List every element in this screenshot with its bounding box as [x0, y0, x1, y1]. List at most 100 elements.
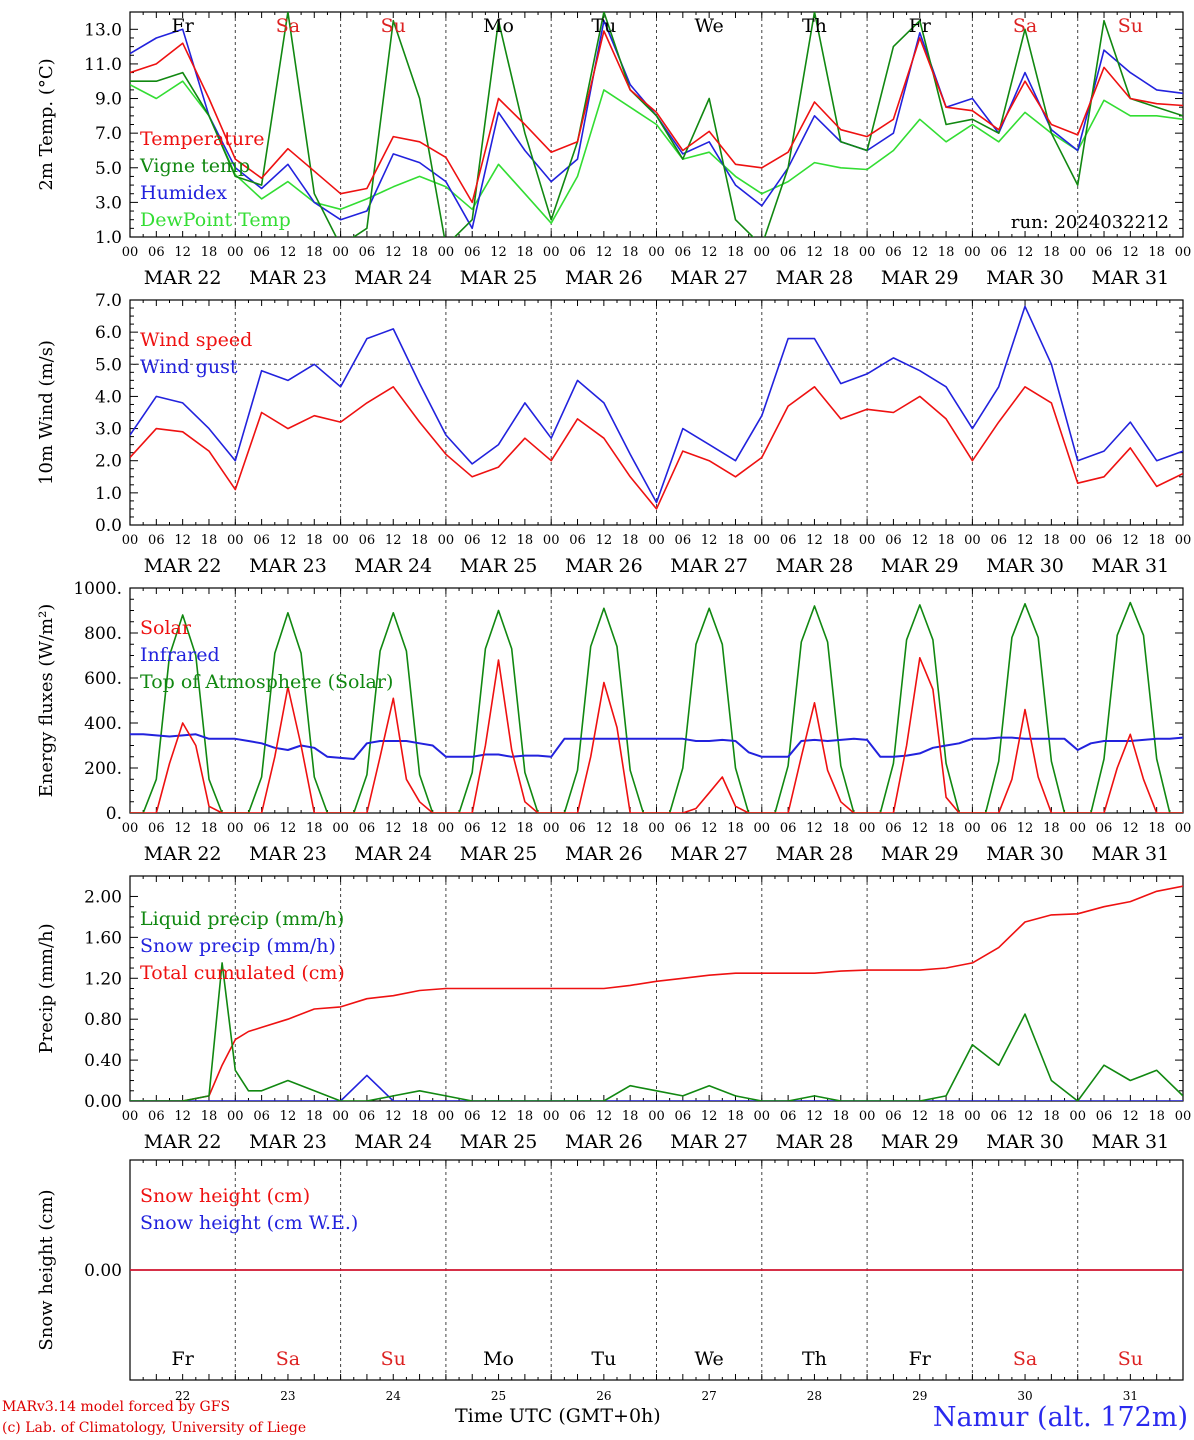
- hour-label: 12: [1017, 245, 1034, 260]
- date-label: MAR 22: [144, 267, 222, 289]
- hour-label: 06: [1096, 1109, 1113, 1124]
- y-tick-label: 400.: [84, 714, 122, 734]
- date-label: MAR 24: [354, 267, 432, 289]
- date-label: MAR 22: [144, 1131, 222, 1153]
- day-number-label: 25: [491, 1389, 506, 1403]
- y-tick-label: 0.80: [84, 1010, 122, 1030]
- hour-label: 06: [990, 533, 1007, 548]
- hour-label: 00: [964, 245, 981, 260]
- date-label: MAR 28: [776, 555, 854, 577]
- day-number-label: 31: [1123, 1389, 1138, 1403]
- run-annotation: run: 2024032212: [1011, 212, 1169, 233]
- hour-label: 00: [227, 245, 244, 260]
- day-number-label: 30: [1017, 1389, 1032, 1403]
- day-name-label: Sa: [1013, 15, 1037, 37]
- hour-label: 00: [438, 821, 455, 836]
- hour-label: 12: [596, 821, 613, 836]
- hour-label: 12: [701, 821, 718, 836]
- hour-label: 00: [543, 821, 560, 836]
- hour-label: 12: [490, 821, 507, 836]
- panel-energy: 0. 200. 400. 600. 800. 1000. Energy fluxes (W/…: [36, 579, 1191, 865]
- hour-label: 12: [596, 1109, 613, 1124]
- hour-label: 00: [122, 1109, 139, 1124]
- day-name-label: We: [695, 15, 724, 37]
- day-name-label: Mo: [483, 1348, 514, 1370]
- legend-entry: Snow precip (mm/h): [140, 935, 336, 957]
- hour-label: 00: [754, 533, 771, 548]
- hour-label: 18: [411, 245, 428, 260]
- hour-label: 12: [701, 533, 718, 548]
- x-axis-title: Time UTC (GMT+0h): [455, 1405, 661, 1427]
- y-tick-label: 800.: [84, 624, 122, 644]
- legend-entry: Temperature: [140, 128, 264, 150]
- lab-credit: (c) Lab. of Climatology, University of L…: [2, 1420, 307, 1436]
- y-tick-label: 0.40: [84, 1051, 122, 1071]
- hour-label: 06: [885, 821, 902, 836]
- hour-label: 06: [780, 821, 797, 836]
- hour-label: 12: [806, 533, 823, 548]
- hour-label: 06: [780, 533, 797, 548]
- date-label: MAR 24: [354, 555, 432, 577]
- y-tick-label: 1.60: [84, 928, 122, 948]
- hour-label: 18: [411, 1109, 428, 1124]
- hour-label: 06: [780, 1109, 797, 1124]
- hour-label: 06: [569, 1109, 586, 1124]
- panel-temp: 1.0 3.0 5.0 7.0 9.0 11.0 13.0 2m Temp. (°C) Temp…: [36, 11, 1191, 289]
- hour-label: 06: [990, 1109, 1007, 1124]
- y-axis-title: Snow height (cm): [36, 1189, 57, 1350]
- date-label: MAR 29: [881, 1131, 959, 1153]
- day-name-label: Fr: [172, 1348, 195, 1370]
- hour-label: 12: [280, 821, 297, 836]
- hour-label: 00: [1069, 821, 1086, 836]
- hour-label: 00: [438, 533, 455, 548]
- y-tick-label: 13.0: [84, 20, 122, 40]
- hour-label: 00: [543, 245, 560, 260]
- date-label: MAR 24: [354, 843, 432, 865]
- hour-label: 06: [569, 245, 586, 260]
- hour-label: 18: [938, 245, 955, 260]
- hour-label: 18: [517, 1109, 534, 1124]
- legend-entry: Wind gust: [140, 356, 238, 378]
- legend-entry: Solar: [140, 617, 192, 639]
- panel-wind: 0.0 1.0 2.0 3.0 4.0 5.0 6.0 7.0 10m Wind (m/s) Wi…: [36, 291, 1191, 577]
- date-label: MAR 26: [565, 555, 643, 577]
- hour-label: 18: [1148, 533, 1165, 548]
- y-tick-label: 7.0: [95, 124, 122, 144]
- y-tick-label: 5.0: [95, 355, 122, 375]
- hour-label: 06: [990, 821, 1007, 836]
- day-number-label: 29: [912, 1389, 927, 1403]
- hour-label: 06: [675, 1109, 692, 1124]
- series-line: [130, 80, 1183, 224]
- date-label: MAR 25: [460, 555, 538, 577]
- panel-snow: 0.00 Snow height (cm) Snow height (cm) Snow…: [36, 1159, 1184, 1403]
- hour-label: 00: [754, 245, 771, 260]
- hour-label: 18: [1148, 1109, 1165, 1124]
- hour-label: 18: [201, 1109, 218, 1124]
- hour-label: 18: [833, 533, 850, 548]
- model-credit: MARv3.14 model forced by GFS: [2, 1399, 231, 1415]
- y-tick-label: 11.0: [84, 55, 122, 75]
- hour-label: 12: [1122, 821, 1139, 836]
- hour-label: 00: [859, 821, 876, 836]
- hour-label: 12: [385, 533, 402, 548]
- legend-entry: Wind speed: [140, 329, 252, 351]
- y-tick-label: 3.0: [95, 193, 122, 213]
- date-label: MAR 30: [986, 267, 1064, 289]
- hour-label: 12: [385, 1109, 402, 1124]
- hour-label: 00: [648, 245, 665, 260]
- hour-label: 06: [148, 1109, 165, 1124]
- day-name-label: Fr: [909, 1348, 932, 1370]
- day-name-label: Tu: [591, 1348, 616, 1370]
- hour-label: 00: [1069, 533, 1086, 548]
- hour-label: 12: [490, 1109, 507, 1124]
- hour-label: 06: [675, 533, 692, 548]
- hour-label: 06: [885, 1109, 902, 1124]
- day-name-label: Sa: [1013, 1348, 1037, 1370]
- hour-label: 00: [1175, 1109, 1192, 1124]
- hour-label: 18: [411, 821, 428, 836]
- hour-label: 00: [227, 1109, 244, 1124]
- hour-label: 18: [727, 1109, 744, 1124]
- day-number-label: 26: [596, 1389, 611, 1403]
- hour-label: 06: [253, 533, 270, 548]
